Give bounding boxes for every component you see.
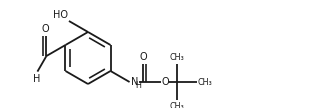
Text: O: O <box>162 77 169 87</box>
Text: H: H <box>135 81 141 90</box>
Text: CH₃: CH₃ <box>198 78 212 87</box>
Text: O: O <box>42 24 49 34</box>
Text: H: H <box>33 74 40 84</box>
Text: N: N <box>130 77 138 87</box>
Text: HO: HO <box>53 10 68 20</box>
Text: CH₃: CH₃ <box>169 53 184 62</box>
Text: O: O <box>140 52 147 62</box>
Text: CH₃: CH₃ <box>169 102 184 108</box>
